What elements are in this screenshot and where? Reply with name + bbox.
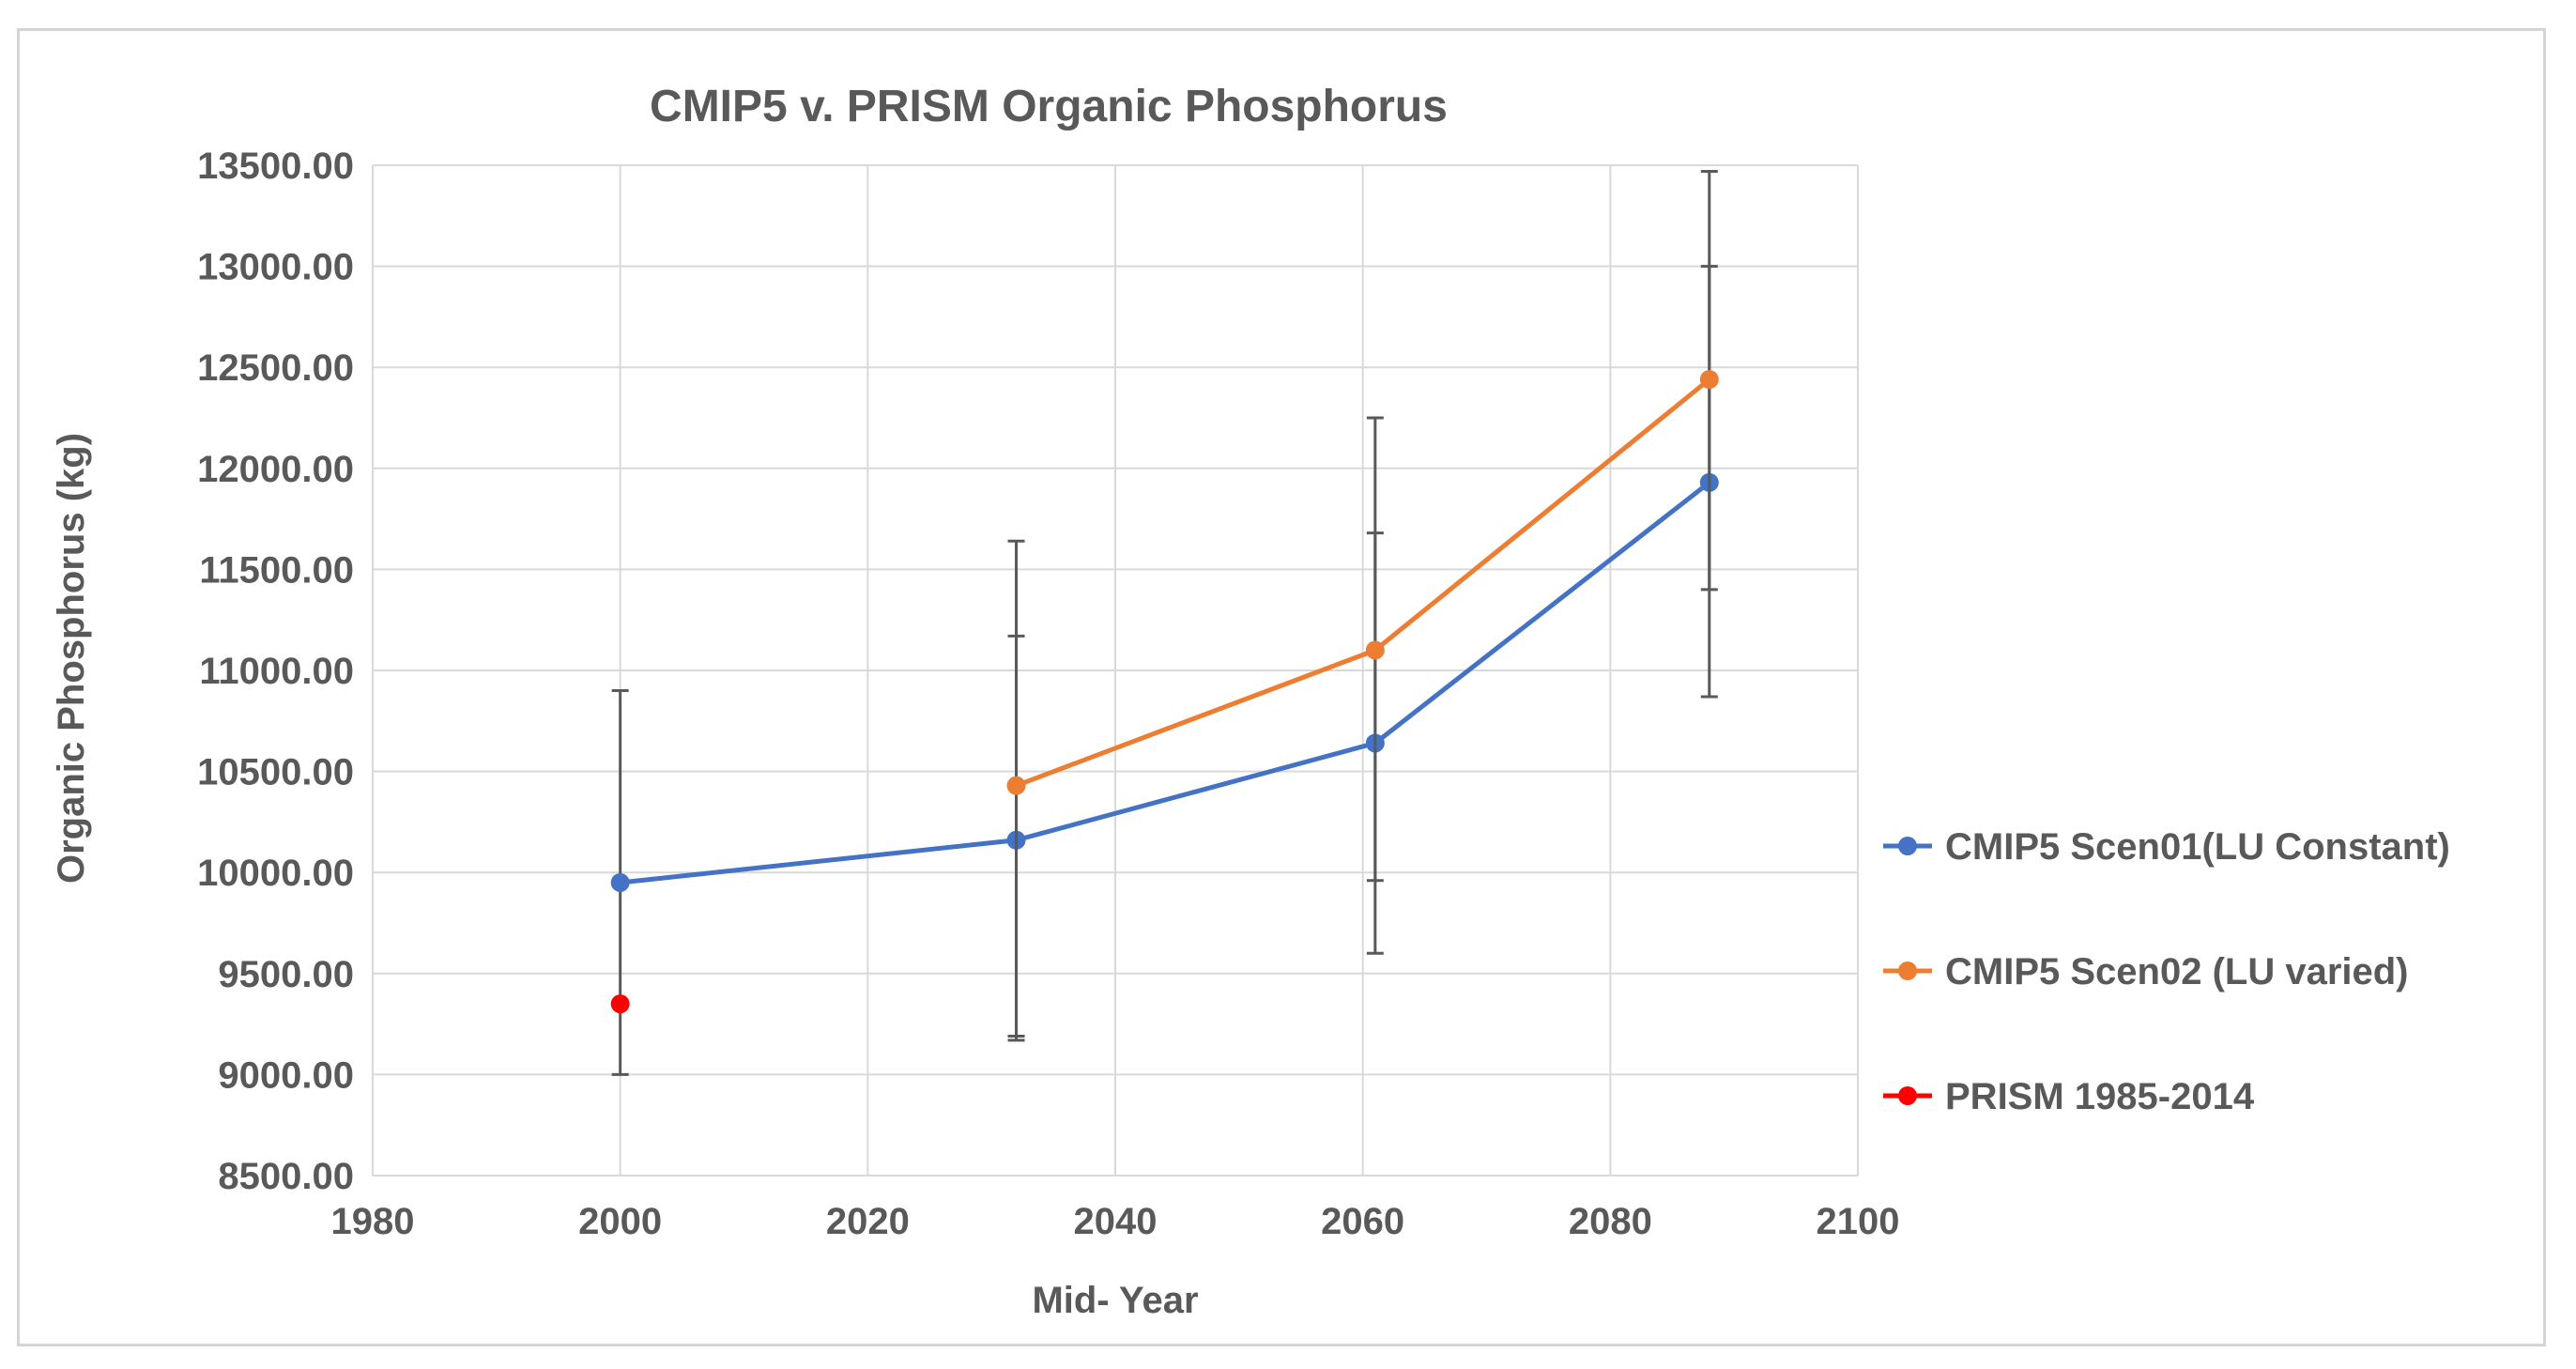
legend-item-2: CMIP5 Scen02 (LU varied) (1883, 951, 2409, 992)
legend-label: CMIP5 Scen02 (LU varied) (1945, 951, 2409, 992)
legend-label: CMIP5 Scen01(LU Constant) (1945, 826, 2450, 868)
x-tick-label: 1980 (331, 1201, 415, 1242)
x-tick-label: 2020 (826, 1201, 910, 1242)
y-tick-label: 10500.00 (197, 752, 354, 793)
data-point (1365, 640, 1385, 660)
data-point (610, 872, 630, 892)
series-2 (1006, 169, 1719, 1038)
chart-title: CMIP5 v. PRISM Organic Phosphorus (650, 82, 1448, 131)
x-tick-label: 2040 (1074, 1201, 1158, 1242)
y-tick-label: 13500.00 (197, 146, 354, 187)
data-point (610, 994, 630, 1014)
legend-marker (1898, 961, 1917, 980)
legend-label: PRISM 1985-2014 (1945, 1076, 2255, 1117)
chart: CMIP5 v. PRISM Organic Phosphorus 8500.0… (51, 82, 2450, 1321)
data-series (610, 169, 1719, 1076)
legend-item-1: CMIP5 Scen01(LU Constant) (1883, 826, 2450, 868)
y-tick-label: 8500.00 (218, 1156, 354, 1197)
legend: CMIP5 Scen01(LU Constant) CMIP5 Scen02 (L… (1883, 826, 2450, 1117)
x-tick-label: 2060 (1321, 1201, 1404, 1242)
chart-frame: CMIP5 v. PRISM Organic Phosphorus 8500.0… (17, 28, 2546, 1346)
x-tick-label: 2000 (578, 1201, 662, 1242)
y-tick-label: 10000.00 (197, 853, 354, 894)
y-tick-label: 11500.00 (199, 549, 354, 591)
series-3 (610, 994, 630, 1014)
x-tick-label: 2100 (1817, 1201, 1900, 1242)
y-tick-label: 9000.00 (218, 1054, 354, 1096)
x-tick-label: 2080 (1569, 1201, 1652, 1242)
y-tick-label: 13000.00 (197, 247, 354, 288)
y-axis-label: Organic Phosphorus (kg) (51, 433, 92, 884)
gridlines (372, 164, 1859, 1177)
legend-marker (1898, 837, 1917, 855)
data-point (1006, 776, 1026, 795)
series-line (620, 480, 1711, 885)
y-tick-label: 9500.00 (218, 954, 354, 995)
legend-item-3: PRISM 1985-2014 (1883, 1076, 2255, 1117)
y-tick-label: 12000.00 (197, 449, 354, 490)
x-axis-tick-labels: 1980 2000 2020 2040 2060 2080 2100 (331, 1201, 1900, 1242)
data-point (1699, 370, 1719, 390)
y-axis-tick-labels: 8500.00 9000.00 9500.00 10000.00 10500.00 110… (197, 146, 354, 1197)
x-axis-label: Mid- Year (1032, 1280, 1198, 1321)
y-tick-label: 12500.00 (197, 347, 354, 389)
y-tick-label: 11000.00 (199, 651, 354, 692)
legend-marker (1898, 1086, 1917, 1105)
